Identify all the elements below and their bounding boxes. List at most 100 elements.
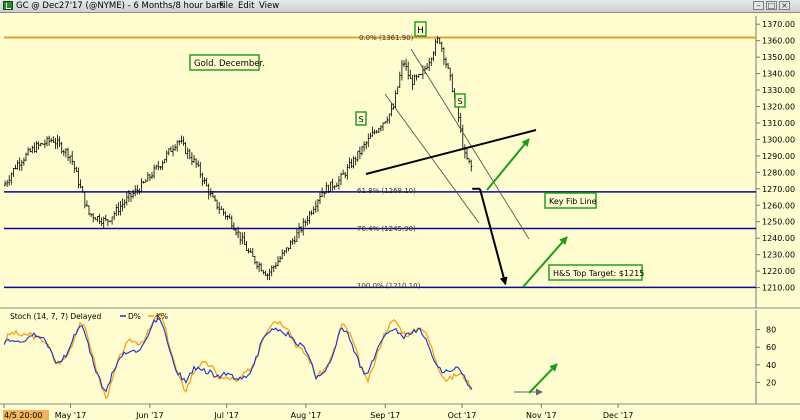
- price-bar: [361, 145, 363, 156]
- price-bar: [220, 206, 223, 210]
- price-bar: [377, 127, 380, 133]
- price-bar: [188, 148, 191, 160]
- price-bar: [449, 67, 452, 81]
- price-bar: [237, 226, 240, 239]
- price-bar: [4, 180, 6, 187]
- price-bar: [277, 256, 279, 267]
- price-bar: [287, 247, 290, 252]
- price-bar: [230, 215, 233, 229]
- price-bar: [382, 122, 384, 131]
- time-tick-label: Sep '17: [370, 411, 400, 420]
- stoch-tick-label: 60: [766, 343, 776, 352]
- menu-file[interactable]: File: [219, 1, 234, 11]
- price-bar: [308, 210, 311, 224]
- time-tick-label: Aug '17: [291, 411, 322, 420]
- price-bar: [60, 141, 63, 154]
- price-bar: [447, 62, 450, 69]
- price-bar: [262, 269, 265, 275]
- menu-view[interactable]: View: [259, 1, 280, 11]
- price-bar: [348, 157, 351, 169]
- channel-line-lower: [384, 93, 480, 224]
- price-bar: [354, 156, 357, 166]
- price-tick-label: 1230.00: [762, 251, 795, 260]
- right-shoulder-label: S: [457, 97, 462, 106]
- price-tick-label: 1280.00: [762, 168, 795, 177]
- price-bar: [415, 74, 418, 81]
- price-bar: [85, 200, 88, 207]
- price-bars: [4, 36, 473, 281]
- price-bar: [54, 137, 57, 149]
- price-bar: [69, 155, 72, 164]
- price-bar: [346, 163, 349, 180]
- maximize-icon[interactable]: □: [766, 1, 777, 10]
- price-bar: [117, 202, 120, 216]
- price-bar: [138, 188, 141, 195]
- price-tick-label: 1240.00: [762, 234, 795, 243]
- price-bar: [411, 74, 414, 91]
- price-bar: [344, 171, 347, 179]
- price-bar: [67, 147, 69, 161]
- channel-line-upper: [410, 48, 530, 240]
- price-bar: [327, 184, 330, 194]
- price-bar: [243, 231, 246, 245]
- time-tick-label: Jul '17: [213, 411, 239, 420]
- chart-app-icon[interactable]: [3, 1, 13, 10]
- price-bar: [434, 38, 437, 57]
- price-bar: [405, 58, 408, 71]
- chart-labels: Gold. December. H S S Key Fib Line H&S T…: [189, 21, 644, 281]
- price-bar: [106, 219, 109, 227]
- fib-label-764: 76.4% (1245.90): [357, 225, 416, 233]
- price-bar: [35, 140, 38, 153]
- price-bar: [94, 216, 97, 221]
- price-bar: [102, 216, 105, 229]
- price-bar: [203, 177, 206, 184]
- fib-label-618: 61.8% (1268.10): [357, 187, 416, 195]
- price-bar: [316, 198, 319, 212]
- price-bar: [115, 204, 118, 216]
- price-bar: [400, 59, 403, 81]
- price-bar: [201, 172, 204, 186]
- price-bar: [190, 152, 193, 165]
- price-bar: [197, 160, 200, 168]
- price-bar: [463, 144, 466, 159]
- price-bar: [193, 155, 195, 163]
- price-bar: [295, 228, 298, 243]
- price-bar: [33, 142, 36, 153]
- price-bar: [342, 169, 345, 175]
- price-bar: [31, 145, 34, 154]
- price-bar: [92, 213, 95, 223]
- price-bar: [211, 190, 214, 198]
- price-tick-label: 1360.00: [762, 37, 795, 46]
- price-bar: [394, 90, 397, 109]
- price-tick-label: 1340.00: [762, 70, 795, 79]
- title-bar: GC @ Dec27'17 (@NYME) - 6 Months/8 hour …: [0, 0, 800, 13]
- menu-edit[interactable]: Edit: [238, 1, 255, 11]
- price-bar: [373, 129, 376, 135]
- minimize-icon[interactable]: –: [753, 1, 764, 10]
- price-tick-labels: 1210.00 1220.00 1230.00 1240.00 1250.00 1260.…: [756, 20, 795, 293]
- stoch-k-line: [4, 312, 473, 400]
- chart-area: 1210.00 1220.00 1230.00 1240.00 1250.00 1260.…: [0, 16, 800, 420]
- price-bar: [113, 211, 116, 221]
- price-bar: [109, 220, 111, 223]
- window-title: GC @ Dec27'17 (@NYME) - 6 Months/8 hour …: [16, 1, 225, 11]
- price-bar: [228, 213, 231, 219]
- price-bar: [48, 135, 51, 146]
- price-bar: [426, 63, 429, 70]
- price-bar: [169, 146, 172, 152]
- bullish-arrow-upper: [486, 138, 530, 191]
- price-bar: [165, 150, 168, 163]
- price-bar: [218, 202, 221, 214]
- price-bar: [41, 143, 44, 145]
- price-bar: [266, 273, 269, 280]
- stoch-d-line: [4, 317, 473, 393]
- price-bar: [352, 156, 355, 169]
- price-bar: [146, 172, 149, 182]
- price-bar: [77, 167, 80, 189]
- neckline: [365, 129, 537, 175]
- price-bar: [232, 222, 235, 231]
- price-bar: [163, 158, 166, 164]
- price-bar: [445, 57, 447, 68]
- close-icon[interactable]: ×: [779, 1, 790, 10]
